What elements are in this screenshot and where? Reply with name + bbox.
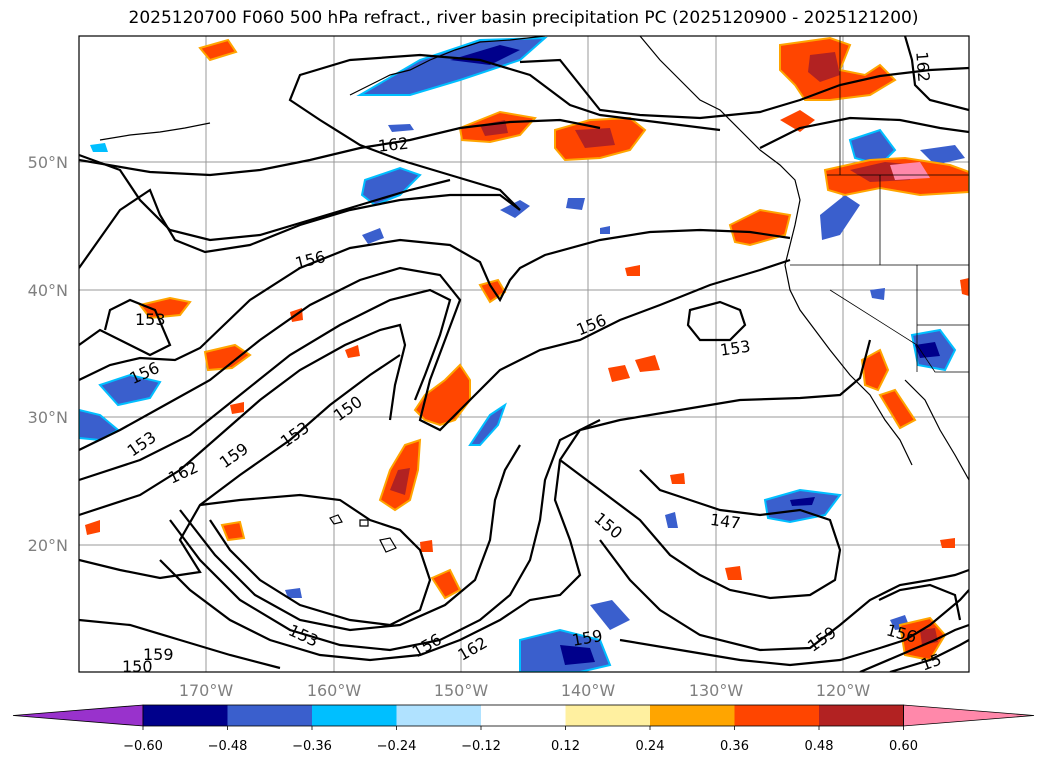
negative-anomaly-region (870, 288, 885, 300)
lon-label: 170°W (179, 681, 234, 700)
positive-anomaly-region (635, 355, 660, 372)
negative-anomaly-region (790, 497, 815, 506)
positive-anomaly-region (85, 520, 100, 535)
lon-label: 160°W (307, 681, 362, 700)
negative-anomaly-region (388, 124, 414, 132)
lat-label: 50°N (28, 153, 68, 172)
colorbar-tick-label: −0.24 (377, 739, 417, 754)
colorbar-segment (227, 705, 312, 726)
coastlines (99, 36, 969, 553)
colorbar-segment (903, 704, 1035, 727)
colorbar-segment (650, 705, 735, 726)
colorbar: −0.60 −0.48 −0.36 −0.24 −0.12 0.12 0.24 … (12, 704, 1035, 754)
colorbar-tick-label: 0.60 (889, 739, 918, 754)
negative-anomaly-region (920, 145, 965, 165)
negative-anomaly-region (98, 373, 162, 407)
positive-anomaly-region (625, 265, 640, 276)
lat-label: 20°N (28, 536, 68, 555)
colorbar-segment (565, 705, 650, 726)
contour-label: 153 (135, 310, 166, 329)
negative-anomaly-region (848, 128, 897, 167)
positive-anomaly-region (890, 162, 930, 180)
lon-label: 130°W (689, 681, 744, 700)
colorbar-tick-label: 0.24 (636, 739, 665, 754)
positive-anomaly-region (230, 402, 244, 414)
positive-anomaly-region (878, 388, 917, 430)
colorbar-segment (12, 704, 144, 727)
colorbar-frame (142, 704, 904, 727)
positive-anomaly-region (608, 365, 630, 382)
positive-anomaly-region (960, 278, 969, 296)
positive-anomaly-region (575, 128, 615, 148)
longitude-labels: 170°W 160°W 150°W 140°W 130°W 120°W (179, 681, 871, 700)
lon-label: 140°W (561, 681, 616, 700)
colorbar-tick-label: 0.36 (720, 739, 749, 754)
map-title: 2025120700 F060 500 hPa refract., river … (128, 8, 919, 28)
precip-anomaly-shading (79, 36, 969, 672)
colorbar-tick-label: −0.60 (123, 739, 163, 754)
positive-anomaly-region (198, 38, 238, 62)
contour-label: 159 (143, 645, 174, 664)
colorbar-tick-label: 0.12 (551, 739, 580, 754)
negative-anomaly-region (820, 195, 860, 240)
lon-label: 120°W (816, 681, 871, 700)
positive-anomaly-region (430, 568, 462, 600)
negative-anomaly-region (566, 198, 585, 210)
negative-anomaly-region (468, 402, 507, 446)
positive-anomaly-region (420, 540, 433, 552)
positive-anomaly-region (670, 473, 685, 484)
contour-label: 153 (719, 337, 752, 360)
colorbar-tick-label: −0.12 (461, 739, 501, 754)
colorbar-tick-label: −0.36 (292, 739, 332, 754)
contour-label: 162 (912, 51, 933, 83)
colorbar-tick-label: −0.48 (208, 739, 248, 754)
colorbar-segment (734, 705, 819, 726)
negative-anomaly-region (600, 226, 610, 234)
colorbar-segment (143, 705, 228, 726)
positive-anomaly-region (390, 468, 410, 495)
political-boundaries (790, 36, 969, 373)
lat-label: 30°N (28, 408, 68, 427)
negative-anomaly-region (500, 200, 530, 218)
negative-anomaly-region (362, 228, 384, 244)
contour-label: 147 (709, 510, 742, 533)
positive-anomaly-region (345, 345, 360, 358)
negative-anomaly-region (915, 342, 940, 358)
contour-label: 150 (122, 657, 153, 676)
plot-frame (78, 35, 970, 673)
lat-label: 40°N (28, 281, 68, 300)
negative-anomaly-region (763, 488, 842, 524)
negative-anomaly-region (560, 645, 595, 665)
positive-anomaly-region (203, 343, 252, 372)
positive-anomaly-region (220, 520, 246, 542)
colorbar-segment (819, 705, 904, 726)
contour-label: 162 (377, 134, 409, 156)
negative-anomaly-region (285, 588, 302, 598)
colorbar-segment (481, 705, 566, 726)
contour-label: 15 (918, 650, 944, 675)
positive-anomaly-region (413, 363, 471, 427)
negative-anomaly-region (90, 143, 108, 152)
negative-anomaly-region (590, 600, 630, 630)
colorbar-segment (396, 705, 481, 726)
latitude-labels: 50°N 40°N 30°N 20°N (28, 153, 68, 555)
colorbar-ticks (142, 726, 904, 730)
positive-anomaly-region (940, 538, 955, 548)
negative-anomaly-region (360, 166, 422, 207)
positive-anomaly-region (808, 52, 840, 82)
negative-anomaly-region (665, 512, 678, 528)
refractivity-contours (79, 36, 969, 672)
positive-anomaly-region (138, 296, 192, 320)
positive-anomaly-region (860, 348, 890, 392)
colorbar-tick-label: 0.48 (805, 739, 834, 754)
colorbar-segment (312, 705, 397, 726)
gridlines (79, 36, 969, 672)
lon-label: 150°W (434, 681, 489, 700)
positive-anomaly-region (725, 566, 742, 580)
